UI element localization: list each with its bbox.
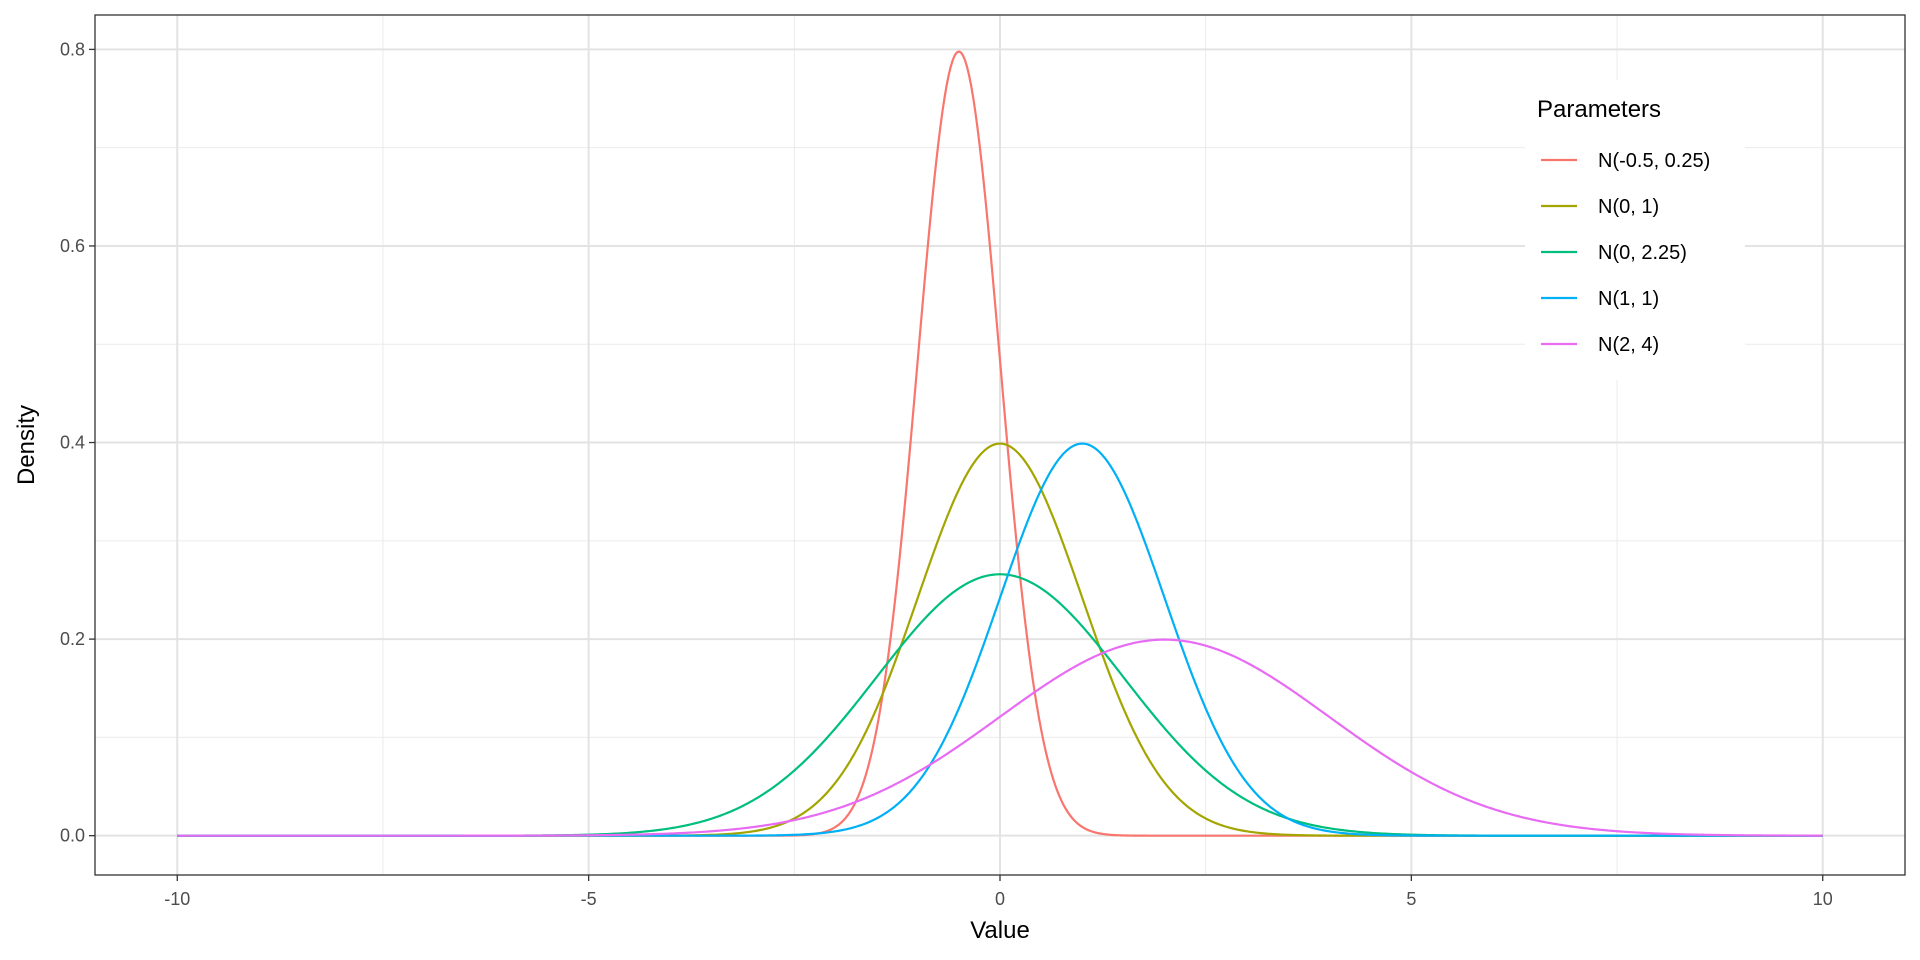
x-tick-label: 5 xyxy=(1406,889,1416,909)
x-tick-label: 10 xyxy=(1813,889,1833,909)
legend-label: N(-0.5, 0.25) xyxy=(1598,150,1710,172)
y-axis-title: Density xyxy=(13,405,40,485)
legend-label: N(2, 4) xyxy=(1598,334,1659,356)
legend-label: N(0, 1) xyxy=(1598,196,1659,218)
x-axis-title: Value xyxy=(970,917,1030,944)
x-tick-label: -10 xyxy=(164,889,190,909)
x-tick-label: -5 xyxy=(581,889,597,909)
legend-background xyxy=(1525,80,1745,380)
y-tick-label: 0.2 xyxy=(60,629,85,649)
y-tick-label: 0.0 xyxy=(60,826,85,846)
x-axis: -10 -5 0 5 10 xyxy=(164,875,1833,909)
y-tick-label: 0.6 xyxy=(60,236,85,256)
series-line xyxy=(177,638,1823,837)
y-axis: 0.0 0.2 0.4 0.6 0.8 xyxy=(60,39,95,846)
series-layer xyxy=(177,50,1823,837)
legend-label: N(1, 1) xyxy=(1598,288,1659,310)
y-tick-label: 0.8 xyxy=(60,39,85,59)
major-gridlines xyxy=(95,15,1905,875)
legend-label: N(0, 2.25) xyxy=(1598,242,1687,264)
x-tick-label: 0 xyxy=(995,889,1005,909)
legend-items: N(-0.5, 0.25) N(0, 1) N(0, 2.25) N(1, 1) N(2… xyxy=(1541,150,1710,356)
legend-title: Parameters xyxy=(1537,96,1661,123)
y-tick-label: 0.4 xyxy=(60,433,85,453)
legend: Parameters N(-0.5, 0.25) N(0, 1) N(0, 2.25… xyxy=(1525,80,1745,380)
